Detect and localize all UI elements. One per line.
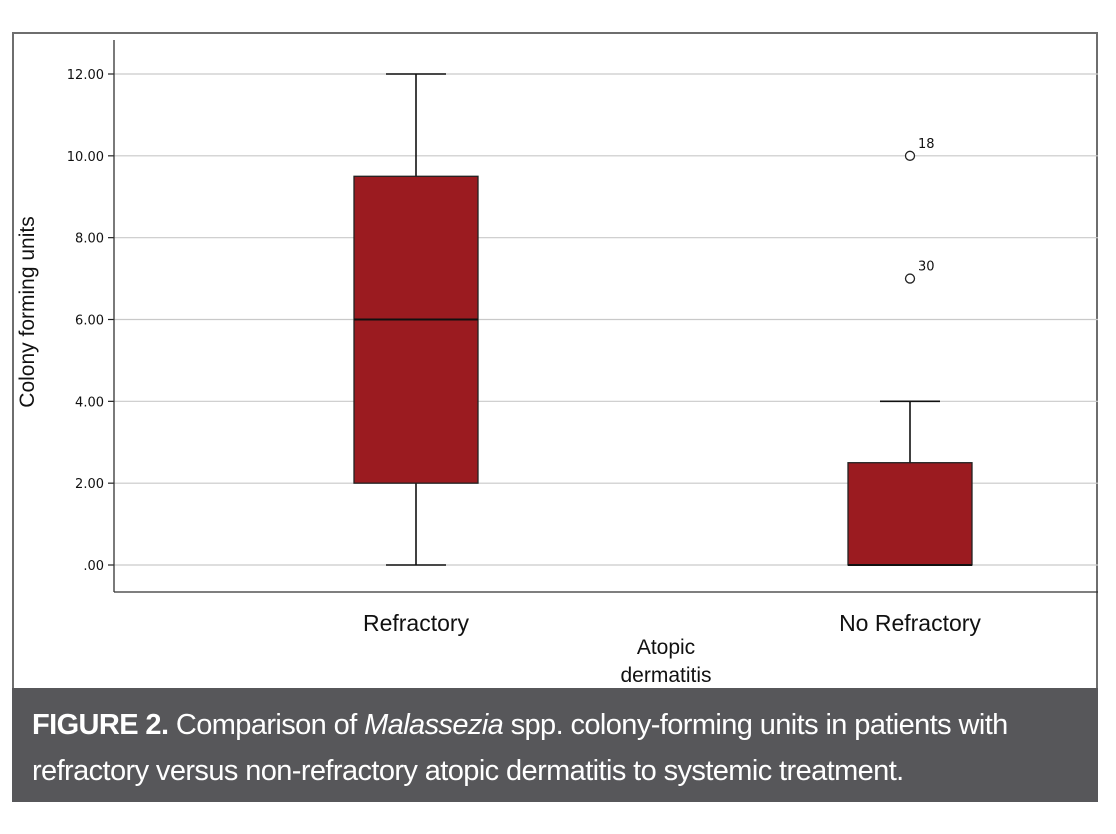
x-axis-title-line-2: dermatitis	[620, 664, 711, 687]
outlier-point	[904, 273, 916, 284]
y-tick-label: .00	[83, 559, 104, 574]
box-iqr	[353, 175, 479, 484]
caption-text-after: spp. colony-forming units in patients wi…	[32, 709, 1008, 787]
labels: .00 2.00 4.00 6.00 8.00 10.00 12.00 Refractory 1…	[67, 68, 982, 636]
box-iqr	[847, 462, 973, 566]
figure-caption: FIGURE 2. Comparison of Malassezia spp. …	[12, 688, 1098, 802]
y-tick-label: 8.00	[75, 232, 104, 247]
caption-label: FIGURE 2.	[32, 709, 169, 741]
y-tick-label: 10.00	[67, 150, 104, 165]
figure-frame	[12, 32, 1098, 802]
y-axis-title: Colony forming units	[16, 216, 39, 407]
y-tick-label: 12.00	[67, 68, 104, 83]
boxes	[353, 73, 973, 566]
x-category-label: Refractory	[363, 610, 470, 636]
outlier-point	[904, 150, 916, 161]
x-category-label: No Refractory	[839, 610, 981, 636]
x-axis-title-line-1: Atopic	[637, 636, 695, 659]
outlier-label: 30	[918, 260, 935, 275]
y-tick-label: 6.00	[75, 314, 104, 329]
y-tick-label: 4.00	[75, 395, 104, 410]
y-tick-label: 2.00	[75, 477, 104, 492]
outlier-label: 18	[918, 137, 935, 152]
caption-genus: Malassezia	[364, 709, 504, 741]
caption-text-before: Comparison of	[168, 709, 365, 741]
axes	[108, 40, 1098, 593]
